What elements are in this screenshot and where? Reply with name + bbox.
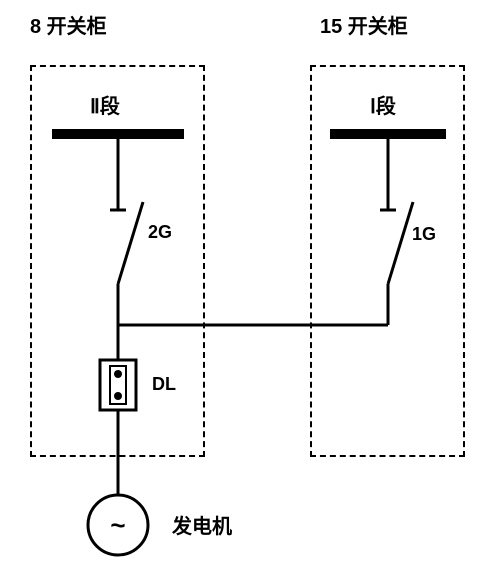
- generator-tilde: ~: [110, 510, 125, 540]
- diagram-svg: ~: [0, 0, 500, 574]
- dl-dot1: [114, 370, 122, 378]
- switch-1g-blade: [388, 202, 413, 284]
- dl-box: [100, 360, 136, 410]
- switch-2g-blade: [118, 202, 143, 284]
- busbar-1: [330, 129, 446, 139]
- busbar-2: [52, 129, 184, 139]
- dl-dot2: [114, 392, 122, 400]
